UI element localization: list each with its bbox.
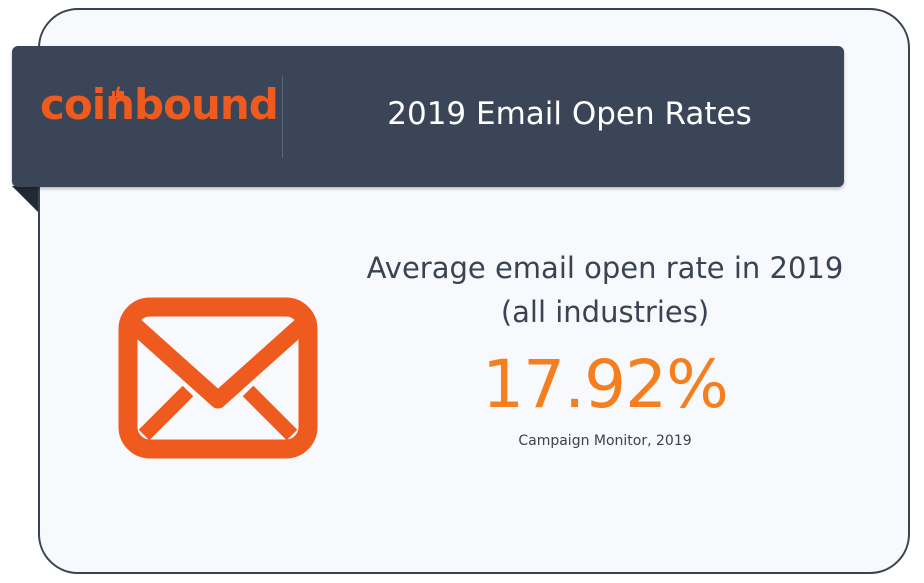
ribbon-fold [12,186,38,212]
page-title: 2019 Email Open Rates [387,96,752,132]
logo-text: coinbound [40,80,279,129]
headline: Average email open rate in 2019 (all ind… [345,246,865,334]
headline-line-1: Average email open rate in 2019 [366,251,844,285]
coinbound-logo: coinbound [40,84,279,126]
thumbs-up-icon [112,86,124,98]
header-banner: coinbound 2019 Email Open Rates [12,46,844,187]
envelope-icon [118,297,318,459]
open-rate-value: 17.92% [482,346,729,423]
header-divider [282,76,283,158]
source-citation: Campaign Monitor, 2019 [518,433,692,449]
headline-line-2: (all industries) [500,295,710,329]
